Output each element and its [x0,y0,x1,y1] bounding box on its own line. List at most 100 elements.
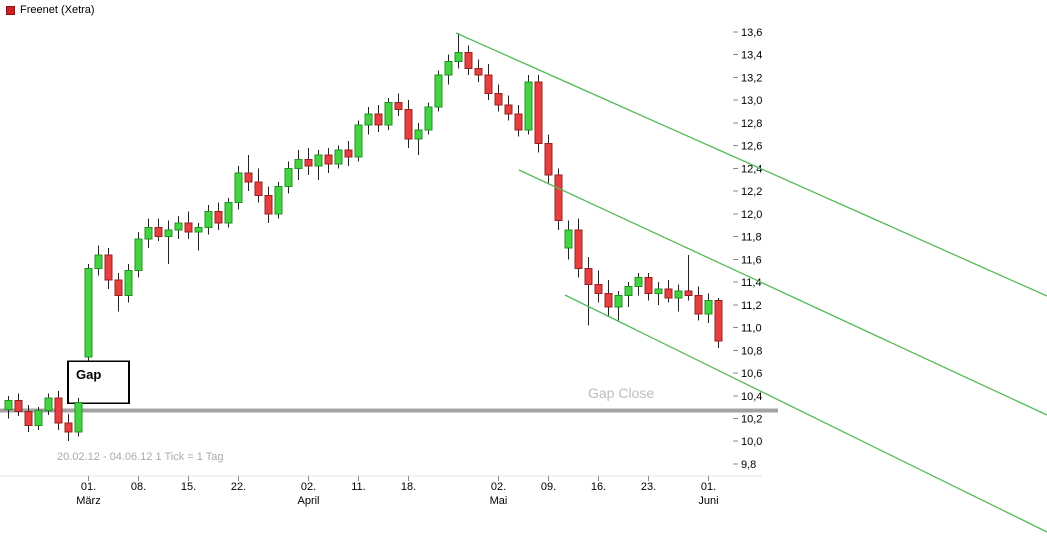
date-range-label: 20.02.12 - 04.06.12 1 Tick = 1 Tag [57,451,224,463]
candle-body [544,142,553,176]
candle-body [384,101,393,126]
y-axis-label: 11,6 [741,254,762,266]
candle-body [334,149,343,165]
candle-body [154,227,163,238]
candle-body [4,399,13,410]
candle-body [284,167,293,188]
candle-body [134,238,143,272]
candle-body [564,229,573,249]
candle-body [274,186,283,215]
candle-body [174,222,183,231]
y-axis-label: 13,0 [741,95,762,107]
x-axis-label: 22. [231,481,246,493]
candle-body [104,254,113,281]
x-axis-label: 23. [641,481,656,493]
y-axis-label: 11,8 [741,232,762,244]
x-axis-month-label: Juni [698,495,718,507]
candle-body [264,195,273,215]
y-axis-label: 12,2 [741,186,762,198]
x-axis-label: 15. [181,481,196,493]
candle-body [674,290,683,299]
candle-body [464,51,473,69]
candle-body [494,92,503,106]
y-axis-label: 11,4 [741,277,762,289]
y-axis-label: 10,8 [741,345,762,357]
x-axis-label: 16. [591,481,606,493]
candle-body [354,124,363,158]
x-axis-label: 11. [351,481,365,493]
chart-legend: Freenet (Xetra) [6,4,95,16]
candle-body [194,227,203,233]
x-axis-label: 02. [491,481,506,493]
x-axis-label: 18. [401,481,416,493]
candle-body [14,399,23,413]
x-axis-label: 08. [131,481,146,493]
y-axis-label: 10,0 [741,436,762,448]
y-axis-label: 10,6 [741,368,762,380]
candle-body [534,81,543,144]
y-axis-label: 10,2 [741,414,762,426]
candle-body [204,211,213,229]
candle-body [664,288,673,299]
y-axis-label: 9,8 [741,459,756,471]
candle-body [374,113,383,126]
candle-body [244,172,253,183]
candle-body [54,397,63,424]
candle-body [124,270,133,297]
chart-title: Freenet (Xetra) [20,4,95,16]
trendline [564,294,1047,533]
x-axis-month-label: April [297,495,319,507]
candle-body [394,101,403,110]
candle-body [214,211,223,224]
candle-body [634,277,643,288]
gap-close-annotation-label: Gap Close [588,385,655,401]
x-axis-label: 02. [301,481,316,493]
y-axis-label: 11,2 [741,300,762,312]
candle-body [234,172,243,204]
candle-body [114,279,123,297]
y-axis-label: 11,0 [741,323,762,335]
candle-body [584,267,593,285]
candle-body [704,299,713,315]
candle-body [324,154,333,165]
y-axis-label: 13,4 [741,50,762,62]
candle-body [414,129,423,140]
y-axis-label: 13,6 [741,27,762,39]
x-axis-label: 01. [81,481,96,493]
candle-body [64,422,73,433]
y-axis-label: 13,2 [741,72,762,84]
candle-body [314,154,323,167]
series-marker-icon [6,5,15,15]
candle-body [624,286,633,297]
candle-body [514,113,523,131]
candle-body [74,402,83,433]
candle-body [604,292,613,308]
y-axis-label: 12,0 [741,209,762,221]
candle-body [24,411,33,426]
candle-body [364,113,373,126]
gap-annotation-box [67,360,130,404]
candle-body [654,288,663,294]
candle-body [594,283,603,294]
candle-body [144,227,153,240]
y-axis-label: 12,6 [741,141,762,153]
candle-body [184,222,193,233]
candle-body [294,158,303,169]
candle-body [434,74,443,108]
candle-body [94,254,103,269]
candle-body [254,181,263,197]
candle-body [164,229,173,238]
candle-body [504,104,513,115]
y-axis-label: 10,4 [741,391,762,403]
trendline [455,32,1047,297]
candle-body [454,51,463,63]
x-axis-label: 01. [701,481,716,493]
candle-body [714,299,723,342]
gap-annotation-label: Gap [76,367,102,382]
candle-body [84,267,93,358]
candle-body [424,106,433,131]
x-axis-month-label: Mai [490,495,508,507]
candle-body [684,290,693,297]
